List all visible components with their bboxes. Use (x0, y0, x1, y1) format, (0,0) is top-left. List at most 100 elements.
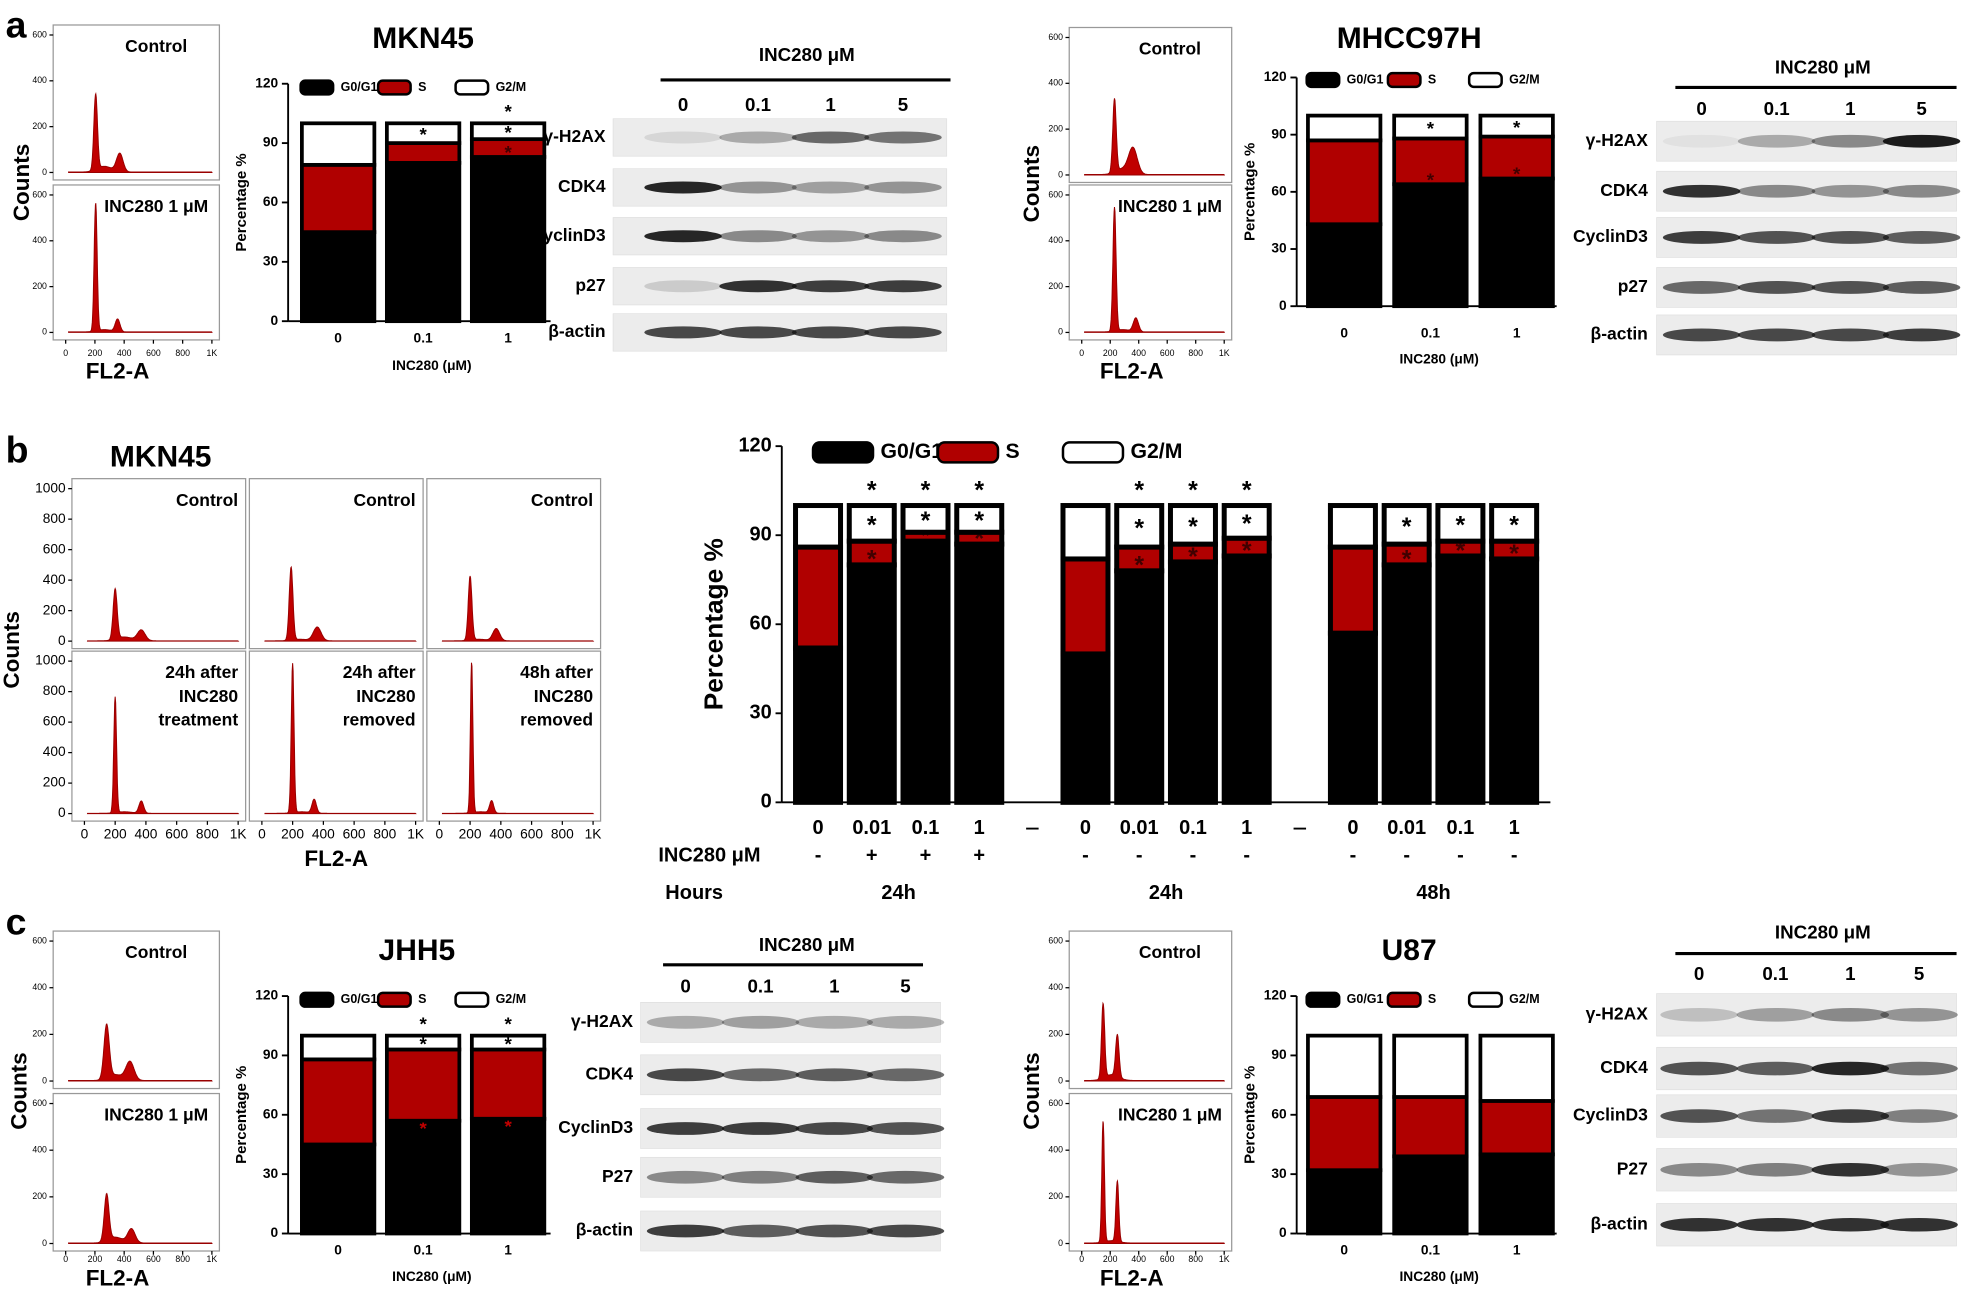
blot-band (1811, 328, 1890, 342)
y-tick-label: 30 (263, 253, 279, 268)
y-axis-label: Percentage % (698, 538, 728, 710)
blot-dose: 0.1 (745, 94, 771, 115)
y-tick-label: 90 (1271, 126, 1287, 141)
x-tick-label: 600 (146, 1254, 161, 1264)
blot-row-label: γ-H2AX (543, 126, 606, 146)
legend-label: S (418, 992, 426, 1006)
legend-swatch (1386, 991, 1422, 1008)
panel-label: c (6, 901, 27, 943)
row-value: - (1190, 844, 1197, 866)
blot-band (1662, 328, 1741, 342)
legend-label: G0/G1 (341, 80, 378, 94)
significance-mark: * (921, 522, 931, 550)
y-axis-label: Counts (7, 1052, 32, 1129)
blot-band (1882, 231, 1961, 244)
significance-mark: * (504, 122, 512, 143)
blot-dose: 1 (1845, 963, 1855, 984)
blot-band (1737, 328, 1816, 342)
x-tick-label: 1K (207, 348, 218, 358)
blot-band (795, 1068, 874, 1082)
y-tick-label: 800 (43, 511, 66, 526)
blot-band (1736, 1061, 1815, 1076)
y-axis-label: Counts (1019, 1052, 1044, 1129)
blot-band (721, 1015, 800, 1029)
legend-label: S (1005, 439, 1019, 463)
legend-swatch (376, 79, 412, 96)
blot-band (719, 280, 797, 293)
significance-mark: * (974, 525, 984, 553)
bar-segment (900, 538, 951, 805)
x-axis-label: FL2-A (86, 358, 150, 383)
y-tick-label: 0 (42, 1075, 47, 1085)
x-axis-label: INC280 (μM) (392, 1269, 471, 1284)
bar-segment (1435, 503, 1486, 544)
x-tick-label: 600 (1160, 348, 1175, 358)
x-tick-label: 600 (343, 826, 366, 841)
bar-segment (1392, 113, 1469, 141)
legend-swatch (1305, 991, 1341, 1008)
legend-label: G0/G1 (341, 992, 378, 1006)
y-tick-label: 400 (1048, 78, 1063, 88)
significance-mark: * (1188, 513, 1198, 541)
histogram-label: Control (353, 490, 415, 510)
bar-segment (1478, 176, 1555, 309)
significance-mark: * (1188, 543, 1198, 571)
y-tick-label: 600 (1048, 189, 1063, 199)
blot-row-label: p27 (575, 275, 605, 295)
y-tick-label: 0 (1058, 1238, 1063, 1248)
y-tick-label: 400 (1048, 982, 1063, 992)
blot-dose: 5 (900, 975, 910, 996)
significance-mark: * (974, 507, 984, 535)
x-tick-label: 0.01 (1387, 817, 1426, 839)
y-tick-label: 0 (1279, 1225, 1287, 1240)
histogram-frame (52, 930, 221, 1090)
bar-segment (300, 230, 377, 324)
significance-mark: * (1456, 537, 1466, 565)
row-label: INC280 μM (658, 844, 760, 866)
legend-label: G2/M (1130, 439, 1182, 463)
legend-label: G2/M (496, 992, 527, 1006)
bar-segment (1478, 134, 1555, 181)
blot-row-label: CyclinD3 (558, 1117, 633, 1137)
bar-segment (1392, 182, 1469, 309)
x-axis-label: INC280 (μM) (1399, 352, 1478, 367)
blot-band (864, 230, 942, 243)
bar-segment (1435, 553, 1486, 805)
histogram-frame (71, 650, 247, 822)
y-tick-label: 120 (1264, 69, 1287, 84)
y-tick-label: 600 (32, 935, 47, 945)
bar-segment (1478, 1099, 1555, 1157)
significance-mark: * (419, 1013, 427, 1034)
blot-band (646, 1122, 725, 1135)
bar-segment (384, 161, 462, 324)
bar-segment (1392, 1154, 1469, 1236)
blot-band (1882, 328, 1961, 342)
blot-row-label: CDK4 (585, 1063, 633, 1083)
x-tick-label: 1K (585, 826, 602, 841)
blot-row-label: CyclinD3 (531, 225, 606, 245)
legend-label: G0/G1 (1347, 72, 1384, 86)
blot-row-label: β-actin (1591, 1213, 1648, 1233)
x-tick-label: 800 (196, 826, 219, 841)
row-value: - (1350, 844, 1357, 866)
bar-segment (1489, 556, 1540, 805)
x-axis-label: INC280 (μM) (392, 358, 471, 373)
x-tick-label: 400 (1131, 1254, 1146, 1264)
x-tick-label: 0.1 (414, 1243, 433, 1258)
histogram-frame (71, 478, 247, 650)
chart-title: JHH5 (379, 934, 456, 967)
x-tick-label: 600 (165, 826, 188, 841)
significance-mark: * (1456, 512, 1466, 540)
histogram-frame (52, 24, 221, 181)
histogram (67, 203, 213, 333)
x-tick-label: 200 (281, 826, 304, 841)
significance-mark: * (1134, 515, 1144, 543)
blot-band (866, 1122, 945, 1135)
y-tick-label: 200 (43, 775, 66, 790)
histogram-frame (248, 478, 424, 650)
row-value: - (815, 844, 822, 866)
y-tick-label: 600 (43, 541, 66, 556)
significance-mark: * (921, 507, 931, 535)
histogram (1084, 1121, 1226, 1245)
blot-band (866, 1068, 945, 1082)
